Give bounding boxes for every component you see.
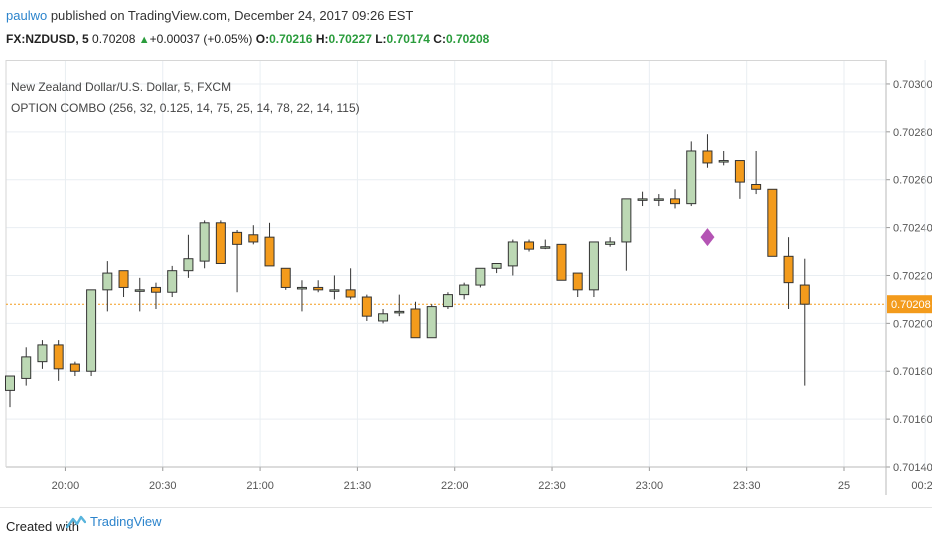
y-tick-label: 0.70300 bbox=[893, 79, 932, 91]
up-arrow-icon: ▲ bbox=[138, 34, 150, 46]
quote-line: FX:NZDUSD, 5 0.70208 ▲+0.00037 (+0.05%) … bbox=[6, 32, 489, 46]
symbol-label[interactable]: FX:NZDUSD, 5 bbox=[6, 32, 89, 46]
open-label: O: bbox=[255, 32, 270, 46]
candle-body bbox=[394, 310, 405, 314]
candle-body bbox=[588, 241, 599, 291]
last-price: 0.70208 bbox=[92, 32, 136, 46]
candle-body bbox=[459, 284, 470, 296]
candle-body bbox=[215, 222, 226, 265]
chart-area[interactable]: 0.70140 0.70160 0.70180 0.70200 0.70220 0.702… bbox=[0, 60, 932, 497]
candle-body bbox=[653, 198, 664, 201]
last-price-tag-label: 0.70208 bbox=[891, 299, 931, 311]
candle-body bbox=[507, 241, 518, 267]
x-tick-label: 21:00 bbox=[246, 480, 274, 492]
candle-body bbox=[280, 267, 291, 288]
candle-body bbox=[442, 294, 453, 308]
low-value: 0.70174 bbox=[386, 32, 430, 46]
candle-body bbox=[686, 150, 697, 205]
candle-body bbox=[264, 236, 275, 267]
candle-body bbox=[637, 198, 648, 201]
x-tick-label: 21:30 bbox=[344, 480, 372, 492]
y-tick-label: 0.70280 bbox=[893, 127, 932, 139]
candle-body bbox=[345, 289, 356, 298]
candle-body bbox=[605, 241, 616, 245]
last-price-tag bbox=[887, 295, 932, 314]
candle-body bbox=[199, 222, 210, 262]
candle-body bbox=[37, 344, 48, 363]
candle-body bbox=[751, 183, 762, 190]
y-tick-label: 0.70140 bbox=[893, 462, 932, 474]
candle-body bbox=[69, 363, 80, 372]
candle-body bbox=[134, 289, 145, 292]
high-value: 0.70227 bbox=[328, 32, 372, 46]
y-tick-label: 0.70240 bbox=[893, 223, 932, 235]
candle-body bbox=[556, 243, 567, 281]
candle-body bbox=[5, 375, 15, 391]
y-tick-label: 0.70260 bbox=[893, 175, 932, 187]
signal-diamond-marker bbox=[700, 228, 715, 247]
x-tick-label: 25 bbox=[838, 480, 850, 492]
close-value: 0.70208 bbox=[445, 32, 490, 46]
candle-body bbox=[118, 270, 129, 288]
candle-body bbox=[86, 289, 97, 372]
x-tick-label: 23:00 bbox=[636, 480, 664, 492]
series-title: New Zealand Dollar/U.S. Dollar, 5, FXCM bbox=[11, 80, 232, 94]
tradingview-logo-icon bbox=[66, 515, 86, 528]
candle-body bbox=[524, 241, 535, 250]
candle-body bbox=[734, 160, 745, 183]
footer: Created with TradingView bbox=[0, 507, 932, 551]
candle-body bbox=[248, 234, 259, 243]
chart-legend: New Zealand Dollar/U.S. Dollar, 5, FXCM … bbox=[11, 77, 360, 119]
candle-body bbox=[491, 263, 502, 269]
author-link[interactable]: paulwo bbox=[6, 8, 48, 23]
candle-body bbox=[361, 296, 372, 317]
brand-name: TradingView bbox=[90, 514, 162, 529]
change-value: +0.00037 (+0.05%) bbox=[149, 32, 253, 46]
candle-body bbox=[783, 255, 794, 284]
candle-body bbox=[572, 272, 583, 291]
y-tick-label: 0.70220 bbox=[893, 270, 932, 282]
candle-body bbox=[621, 198, 632, 243]
candle-body bbox=[378, 313, 389, 322]
low-label: L: bbox=[375, 32, 387, 46]
candle-body bbox=[670, 198, 681, 205]
x-tick-label: 22:30 bbox=[538, 480, 566, 492]
indicator-label[interactable]: OPTION COMBO (256, 32, 0.125, 14, 75, 25… bbox=[11, 101, 360, 115]
published-text: published on TradingView.com, December 2… bbox=[50, 8, 414, 23]
candle-body bbox=[426, 306, 437, 339]
brand-link[interactable]: TradingView bbox=[66, 514, 162, 529]
candle-body bbox=[150, 286, 161, 293]
candle-body bbox=[702, 150, 713, 164]
open-value: 0.70216 bbox=[269, 32, 313, 46]
candle-body bbox=[540, 246, 551, 249]
candle-body bbox=[329, 289, 340, 292]
candle-body bbox=[183, 258, 194, 272]
created-with-text: Created with bbox=[6, 519, 79, 534]
candle-body bbox=[53, 344, 64, 370]
candle-body bbox=[799, 284, 810, 305]
candle-body bbox=[410, 308, 421, 339]
publish-info: paulwo published on TradingView.com, Dec… bbox=[6, 8, 413, 23]
candle-body bbox=[313, 286, 324, 291]
candle-body bbox=[21, 356, 32, 379]
candle-body bbox=[475, 267, 486, 286]
high-label: H: bbox=[315, 32, 329, 46]
x-tick-label: 22:00 bbox=[441, 480, 469, 492]
y-tick-label: 0.70180 bbox=[893, 366, 932, 378]
candlestick-chart[interactable]: 0.70140 0.70160 0.70180 0.70200 0.70220 0.702… bbox=[0, 60, 932, 497]
candle-body bbox=[232, 231, 243, 245]
x-tick-label: 20:00 bbox=[52, 480, 80, 492]
candle-body bbox=[767, 188, 778, 257]
candle-body bbox=[718, 160, 729, 163]
x-tick-label: 23:30 bbox=[733, 480, 761, 492]
x-tick-label: 20:30 bbox=[149, 480, 177, 492]
close-label: C: bbox=[433, 32, 446, 46]
candle-body bbox=[167, 270, 178, 293]
x-tick-label: 00:20 bbox=[911, 480, 932, 492]
candle-body bbox=[296, 286, 307, 290]
publish-header: paulwo published on TradingView.com, Dec… bbox=[0, 0, 932, 50]
y-tick-label: 0.70200 bbox=[893, 318, 932, 330]
candle-body bbox=[102, 272, 113, 291]
y-tick-label: 0.70160 bbox=[893, 414, 932, 426]
